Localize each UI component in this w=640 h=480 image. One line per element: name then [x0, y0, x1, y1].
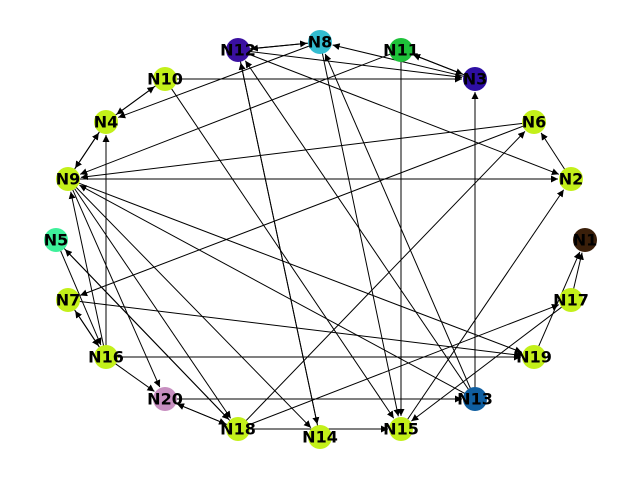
node-label: N6	[522, 113, 547, 132]
node-circle	[573, 228, 597, 252]
node-circle	[559, 288, 583, 312]
node-n6: N6	[522, 110, 547, 134]
edge-n8-to-n15	[321, 51, 401, 417]
node-circle	[522, 345, 546, 369]
edge-n13-to-n12	[244, 60, 470, 392]
node-label: N4	[94, 113, 119, 132]
node-circle	[463, 67, 487, 91]
node-n2: N2	[559, 167, 584, 191]
node-layer: N1 N2 N3 N4 N5 N6 N7 N8 N9 N10 N11 N12 N13 N14 N15 N16 N…	[44, 30, 598, 449]
node-circle	[463, 387, 487, 411]
node-label: N19	[516, 348, 552, 367]
node-circle	[44, 228, 68, 252]
node-n1: N1	[573, 228, 598, 252]
edge-layer	[59, 40, 584, 433]
node-label: N2	[559, 170, 584, 189]
edge-n11-to-n9	[79, 53, 392, 176]
edge-n18-to-n6	[244, 131, 526, 423]
node-label: N5	[44, 231, 69, 250]
node-label: N18	[220, 420, 256, 439]
node-label: N10	[147, 70, 183, 89]
edge-n9-to-n14	[74, 185, 312, 429]
edge-n8-to-n4	[118, 45, 311, 119]
node-n9: N9	[56, 167, 81, 191]
node-n18: N18	[220, 417, 256, 441]
edge-n17-to-n1	[572, 252, 584, 291]
node-n8: N8	[308, 30, 333, 54]
node-n17: N17	[553, 288, 589, 312]
node-label: N11	[383, 41, 419, 60]
edge-n16-to-n7	[74, 310, 101, 349]
node-label: N9	[56, 170, 81, 189]
edge-n12-to-n3	[247, 50, 463, 81]
node-n4: N4	[94, 110, 119, 134]
edge-n10-to-n4	[116, 84, 158, 115]
node-n14: N14	[302, 425, 338, 449]
node-circle	[94, 110, 118, 134]
node-label: N1	[573, 231, 598, 250]
edge-n5-to-n16	[59, 248, 102, 346]
edge-n2-to-n6	[540, 132, 566, 171]
node-n19: N19	[516, 345, 552, 369]
node-circle	[389, 417, 413, 441]
node-n13: N13	[457, 387, 493, 411]
node-circle	[522, 110, 546, 134]
edge-n18-to-n20	[176, 403, 229, 426]
node-circle	[94, 345, 118, 369]
edge-n9-to-n20	[71, 187, 161, 388]
edge-n19-to-n1	[537, 251, 581, 349]
node-label: N7	[56, 291, 81, 310]
node-label: N13	[457, 390, 493, 409]
edge-n17-to-n15	[411, 305, 564, 422]
edge-n7-to-n19	[77, 300, 522, 359]
node-circle	[226, 38, 250, 62]
node-circle	[153, 387, 177, 411]
node-label: N8	[308, 33, 333, 52]
node-n20: N20	[147, 387, 183, 411]
edge-n6-to-n7	[79, 125, 525, 297]
node-label: N3	[463, 70, 488, 89]
node-n3: N3	[463, 67, 488, 91]
node-circle	[56, 167, 80, 191]
edge-n9-to-n18	[73, 186, 232, 419]
edge-n6-to-n9	[80, 122, 525, 181]
node-n10: N10	[147, 67, 183, 91]
edge-n18-to-n5	[64, 249, 232, 423]
node-circle	[308, 425, 332, 449]
node-n7: N7	[56, 288, 81, 312]
edge-n16-to-n20	[113, 362, 155, 392]
edge-n15-to-n2	[406, 189, 565, 422]
edge-n14-to-n12	[238, 62, 319, 428]
edge-n10-to-n15	[170, 87, 395, 419]
node-label: N16	[88, 348, 124, 367]
node-label: N17	[553, 291, 589, 310]
edge-n3-to-n11	[412, 54, 466, 76]
node-circle	[153, 67, 177, 91]
node-label: N12	[220, 41, 256, 60]
node-circle	[226, 417, 250, 441]
node-n16: N16	[88, 345, 124, 369]
node-circle	[389, 38, 413, 62]
edge-n9-to-n19	[77, 182, 523, 354]
edge-n13-to-n8	[324, 53, 472, 391]
node-n12: N12	[220, 38, 256, 62]
node-circle	[308, 30, 332, 54]
node-circle	[56, 288, 80, 312]
node-n15: N15	[383, 417, 419, 441]
node-label: N20	[147, 390, 183, 409]
node-label: N14	[302, 428, 338, 447]
node-label: N15	[383, 420, 419, 439]
node-n5: N5	[44, 228, 69, 252]
edge-n16-to-n9	[68, 191, 105, 348]
edge-n12-to-n2	[247, 53, 560, 176]
edge-n13-to-n9	[79, 184, 467, 395]
edge-n9-to-n4	[73, 132, 100, 171]
edge-n8-to-n12	[250, 42, 311, 52]
node-n11: N11	[383, 38, 419, 62]
node-circle	[559, 167, 583, 191]
edge-n18-to-n17	[247, 303, 560, 426]
